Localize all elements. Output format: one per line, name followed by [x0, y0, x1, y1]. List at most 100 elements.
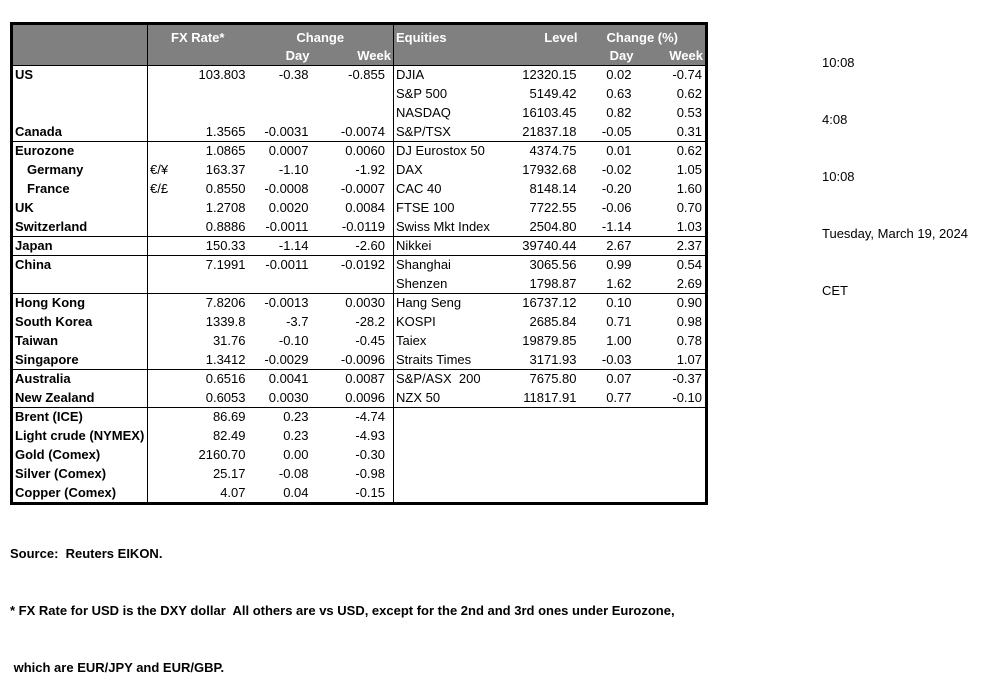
equity-week-change-cell: 0.62 — [635, 141, 707, 161]
equity-level-cell: 11817.91 — [523, 389, 577, 405]
fx-week-change-cell: -0.0096 — [340, 351, 385, 367]
equity-name-cell: NZX 50 — [393, 388, 504, 408]
fx-day-change-cell: -0.38 — [278, 67, 309, 83]
table-row: Copper (Comex) 4.07 0.04 -0.15 — [12, 483, 707, 504]
equity-level-cell: 8148.14 — [529, 181, 577, 196]
equity-week-change-cell: 1.07 — [676, 351, 702, 367]
fx-day-change-cell: 0.0030 — [268, 389, 309, 405]
fx-rate-cell — [178, 104, 248, 123]
equity-day-change-cell: -1.14 — [601, 218, 632, 234]
equity-week-change-cell: 1.05 — [676, 162, 702, 177]
equity-day-change-cell: 0.71 — [606, 314, 632, 329]
table-row: US 103.803 -0.38 -0.855 DJIA 12320.15 0.02 -0.7… — [12, 65, 707, 85]
row-name-cell: Switzerland — [15, 218, 88, 234]
fx-rate-cell: 1.2708 — [205, 200, 246, 215]
fx-week-change-cell: -4.93 — [355, 428, 385, 443]
fx-equities-table: FX Rate* Change Equities Level Change (%… — [10, 22, 708, 505]
table-row: Light crude (NYMEX) 82.49 0.23 -4.93 — [12, 426, 707, 446]
row-name-cell — [12, 85, 148, 104]
equity-week-change-cell — [636, 484, 707, 504]
equity-name-cell: KOSPI — [393, 312, 504, 332]
equity-day-change-cell: 0.77 — [606, 389, 632, 405]
currency-pair-cell — [147, 217, 178, 237]
header-fx-week: Week — [311, 47, 394, 66]
fx-day-change-cell — [248, 85, 312, 104]
row-name-cell: Copper (Comex) — [15, 484, 117, 500]
fx-week-change-cell: -4.74 — [311, 407, 394, 427]
equity-day-change-cell: -0.02 — [601, 162, 632, 177]
equity-week-change-cell: 2.69 — [676, 275, 702, 291]
date-line: Tuesday, March 19, 2024 — [822, 226, 968, 241]
table-body: US 103.803 -0.38 -0.855 DJIA 12320.15 0.02 -0.7… — [11, 65, 707, 504]
row-name-cell: Hong Kong — [11, 293, 148, 313]
equity-week-change-cell: 0.90 — [635, 293, 707, 313]
row-name-cell: Australia — [11, 369, 148, 389]
row-name-cell: South Korea — [15, 314, 93, 329]
table-row: Eurozone 1.0865 0.0007 0.0060 DJ Eurostox 50… — [11, 141, 707, 161]
row-name-cell — [12, 275, 148, 294]
fx-week-change-cell — [312, 85, 394, 104]
equity-week-change-cell: -0.37 — [635, 369, 707, 389]
fx-day-change-cell: 0.23 — [247, 407, 312, 427]
fx-week-change-cell: -0.30 — [355, 447, 385, 462]
header-fx-day: Day — [247, 47, 312, 66]
fx-week-change-cell: -0.0192 — [311, 255, 394, 275]
currency-pair-cell — [147, 388, 178, 408]
table-row: China 7.1991 -0.0011 -0.0192 Shanghai 3065.56… — [11, 255, 707, 275]
fx-day-change-cell: -1.10 — [278, 162, 309, 177]
equity-week-change-cell — [636, 427, 707, 446]
header-level: Level — [503, 23, 580, 47]
header-blank-cell — [11, 23, 148, 47]
fx-rate-cell: 163.37 — [205, 162, 246, 177]
row-name-cell: Silver (Comex) — [15, 466, 107, 481]
equity-day-change-cell: 0.63 — [606, 86, 632, 101]
equity-level-cell — [504, 446, 580, 465]
fx-rate-cell: 7.8206 — [177, 293, 248, 313]
equity-day-change-cell: 1.00 — [606, 333, 632, 348]
fx-rate-cell: 103.803 — [198, 67, 246, 83]
equity-day-change-cell: 0.02 — [606, 67, 632, 83]
header-change-pct: Change (%) — [579, 23, 707, 47]
fx-day-change-cell: -1.14 — [247, 236, 312, 256]
equity-day-change-cell — [580, 465, 636, 484]
fx-day-change-cell: -0.0029 — [264, 351, 309, 367]
row-name-cell: Gold (Comex) — [15, 447, 101, 462]
currency-pair-cell — [147, 331, 178, 351]
row-name-cell: Singapore — [15, 351, 79, 367]
currency-pair-cell — [147, 464, 178, 484]
fx-week-change-cell: 0.0030 — [311, 293, 394, 313]
equity-day-change-cell — [579, 407, 636, 427]
currency-pair-cell — [147, 293, 178, 313]
currency-pair-cell — [147, 122, 178, 142]
equity-level-cell: 3171.93 — [529, 351, 577, 367]
table-row: Singapore 1.3412 -0.0029 -0.0096 Straits Tim… — [12, 350, 707, 370]
equity-day-change-cell: 0.07 — [579, 369, 636, 389]
header-blank-cell — [11, 47, 148, 66]
currency-pair-cell — [147, 141, 178, 161]
equity-name-cell: DJ Eurostox 50 — [393, 141, 504, 161]
equity-day-change-cell: 0.82 — [606, 105, 632, 120]
equity-name-cell: CAC 40 — [393, 179, 504, 199]
source-line: Source: Reuters EIKON. — [10, 546, 163, 561]
fx-day-change-cell: 0.04 — [283, 484, 309, 500]
row-name-cell: Germany — [27, 162, 84, 177]
fx-week-change-cell — [312, 275, 394, 294]
equity-week-change-cell — [635, 407, 707, 427]
equity-name-cell: Straits Times — [393, 350, 504, 370]
equity-week-change-cell: 0.98 — [676, 314, 702, 329]
equity-day-change-cell — [580, 446, 636, 465]
equity-day-change-cell: 0.10 — [579, 293, 636, 313]
fx-day-change-cell: -0.0011 — [265, 218, 309, 234]
header-blank-cell — [393, 47, 504, 66]
row-name-cell: US — [15, 67, 34, 83]
fx-week-change-cell: -28.2 — [355, 314, 385, 329]
equity-name-cell: Swiss Mkt Index — [393, 217, 504, 237]
row-name-cell: France — [27, 181, 70, 196]
equity-day-change-cell: -0.06 — [601, 200, 632, 215]
equity-week-change-cell: -0.74 — [672, 67, 702, 83]
table-row: Shenzen 1798.87 1.62 2.69 — [12, 274, 707, 294]
fx-day-change-cell: -3.7 — [286, 314, 309, 329]
equity-name-cell: DAX — [393, 160, 504, 180]
table-row: Hong Kong 7.8206 -0.0013 0.0030 Hang Seng 167… — [11, 293, 707, 313]
header-equities: Equities — [393, 23, 504, 47]
